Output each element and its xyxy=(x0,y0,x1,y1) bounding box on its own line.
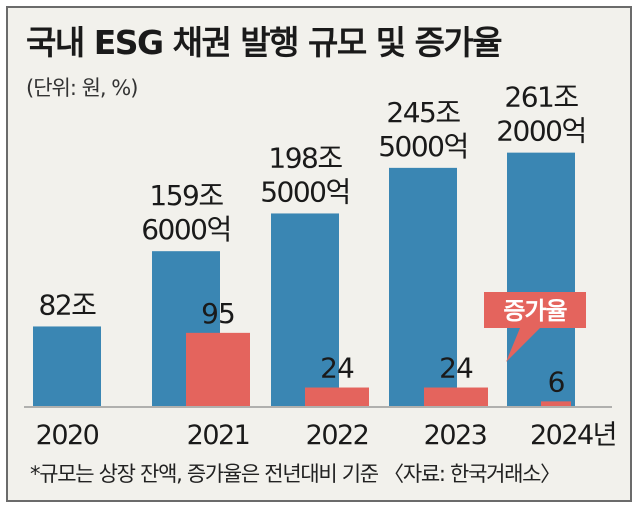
x-tick-label-2: 2022 xyxy=(306,420,369,451)
growth-callout-pointer xyxy=(506,328,540,362)
chart-title: 국내 ESG 채권 발행 규모 및 증가율 xyxy=(26,23,503,62)
growth-callout: 증가율 xyxy=(484,292,586,362)
x-tick-label-4: 2024년 xyxy=(530,420,616,451)
volume-bar-3 xyxy=(389,167,457,406)
growth-label-3: 24 xyxy=(439,352,473,385)
growth-label-1: 95 xyxy=(201,297,235,330)
footnote: *규모는 상장 잔액, 증가율은 전년대비 기준 〈자료: 한국거래소〉 xyxy=(30,462,561,486)
volume-label-3-0: 245조 xyxy=(386,96,460,129)
volume-bar-4 xyxy=(507,152,575,406)
x-tick-label-0: 2020 xyxy=(36,420,99,451)
volume-label-3-1: 5000억 xyxy=(378,130,468,163)
x-tick-label-1: 2021 xyxy=(187,420,250,451)
growth-callout-box xyxy=(484,292,586,328)
volume-label-4-1: 2000억 xyxy=(496,115,586,148)
volume-label-2-0: 198조 xyxy=(268,141,342,174)
growth-bar-2 xyxy=(305,387,369,406)
growth-label-4: 6 xyxy=(548,365,565,398)
growth-bar-1 xyxy=(186,332,250,406)
growth-bar-4 xyxy=(541,401,571,406)
volume-label-2-1: 5000억 xyxy=(260,175,350,208)
volume-label-1-1: 6000억 xyxy=(141,213,231,246)
growth-label-2: 24 xyxy=(320,352,354,385)
volume-bar-2 xyxy=(271,213,339,406)
volume-label-4-0: 261조 xyxy=(504,81,578,114)
growth-callout-label: 증가율 xyxy=(503,297,567,325)
unit-label: (단위: 원, %) xyxy=(26,76,138,100)
volume-bar-0 xyxy=(33,326,101,406)
volume-label-0-0: 82조 xyxy=(39,288,97,321)
growth-bar-3 xyxy=(424,387,488,406)
volume-label-1-0: 159조 xyxy=(149,179,223,212)
x-tick-label-3: 2023 xyxy=(424,420,487,451)
